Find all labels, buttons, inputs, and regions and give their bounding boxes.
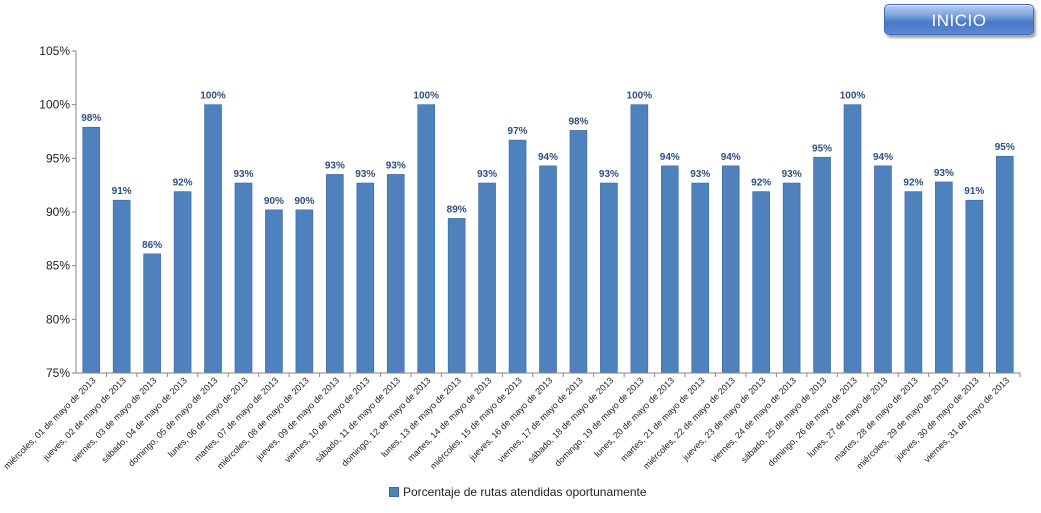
data-label: 100%	[413, 91, 439, 102]
bar	[539, 165, 557, 374]
bar	[935, 181, 953, 374]
y-tick-label: 80%	[46, 312, 70, 326]
legend-swatch	[389, 487, 399, 497]
data-label: 94%	[660, 152, 680, 163]
data-label: 91%	[964, 186, 984, 197]
bar	[630, 104, 649, 374]
bar	[661, 165, 679, 374]
bar	[600, 182, 618, 374]
bar	[508, 139, 527, 374]
data-label: 94%	[873, 152, 893, 163]
bar	[386, 174, 405, 374]
data-label: 92%	[173, 178, 193, 189]
bar	[569, 130, 588, 374]
data-label: 93%	[386, 160, 406, 171]
bar	[234, 182, 253, 374]
data-label: 93%	[355, 169, 375, 180]
bar	[904, 191, 923, 374]
data-label: 97%	[508, 126, 528, 137]
data-label: 92%	[751, 178, 771, 189]
bar	[204, 104, 222, 374]
data-label: 93%	[233, 169, 253, 180]
bar	[143, 253, 161, 374]
bar	[478, 182, 496, 374]
legend-label: Porcentaje de rutas atendidas oportuname…	[403, 485, 647, 499]
bar	[417, 104, 435, 374]
data-label: 98%	[81, 113, 101, 124]
data-label: 90%	[294, 196, 314, 207]
bar	[721, 165, 740, 374]
bar	[874, 165, 892, 374]
bar	[843, 104, 862, 374]
bar	[447, 218, 466, 374]
y-tick-label: 90%	[46, 205, 70, 219]
bar	[691, 182, 710, 374]
bar	[265, 209, 283, 374]
bar	[752, 191, 770, 374]
bar	[782, 182, 801, 374]
data-label: 93%	[477, 169, 497, 180]
data-label: 93%	[690, 169, 710, 180]
data-label: 93%	[934, 168, 954, 179]
y-tick-label: 85%	[46, 259, 70, 273]
data-label: 94%	[721, 152, 741, 163]
bar	[112, 199, 131, 374]
y-tick-label: 95%	[46, 151, 70, 165]
data-label: 94%	[538, 152, 558, 163]
data-label: 91%	[112, 186, 132, 197]
inicio-button[interactable]: INICIO	[884, 4, 1034, 35]
legend: Porcentaje de rutas atendidas oportuname…	[389, 484, 647, 500]
data-label: 89%	[447, 204, 467, 215]
y-tick-label: 75%	[46, 366, 70, 380]
data-label: 86%	[142, 240, 162, 251]
bar	[295, 209, 314, 374]
data-label: 98%	[568, 116, 588, 127]
y-tick-label: 105%	[39, 44, 70, 58]
bar	[82, 126, 101, 374]
data-label: 100%	[200, 91, 226, 102]
data-label: 92%	[903, 178, 923, 189]
data-label: 100%	[840, 91, 866, 102]
data-label: 95%	[812, 143, 832, 154]
data-labels: 98% 91% 86% 92% 100% 93% 90% 90% 93% 93% 93% 100% 89…	[81, 91, 1015, 251]
data-label: 93%	[782, 169, 802, 180]
bar	[995, 155, 1014, 374]
bar	[326, 174, 344, 374]
bar	[813, 156, 831, 374]
bar	[965, 199, 984, 374]
y-tick-label: 100%	[39, 98, 70, 112]
data-label: 90%	[264, 196, 284, 207]
bar	[173, 191, 192, 374]
bars	[82, 104, 1014, 374]
bar	[356, 182, 375, 374]
data-label: 93%	[325, 160, 345, 171]
y-axis: 75% 80% 85% 90% 95% 100% 105%	[39, 44, 77, 380]
data-label: 100%	[627, 91, 653, 102]
data-label: 95%	[995, 142, 1015, 153]
data-label: 93%	[599, 169, 619, 180]
